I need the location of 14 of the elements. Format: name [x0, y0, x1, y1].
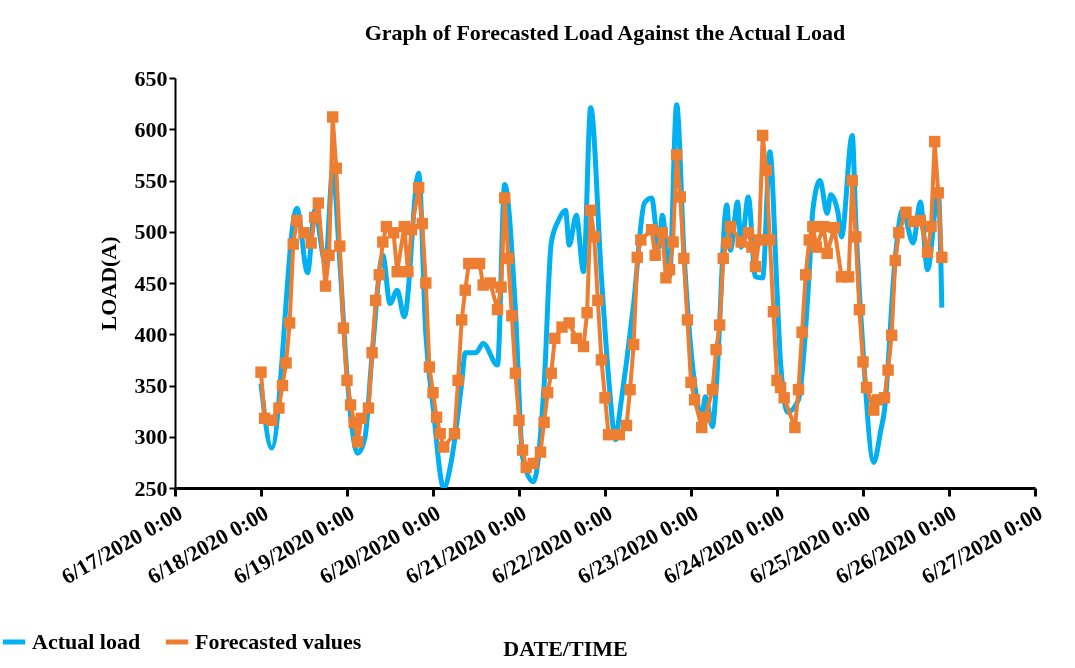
y-tick-label: 650 — [134, 65, 168, 91]
chart-title: Graph of Forecasted Load Against the Actual Load — [364, 20, 846, 45]
y-tick-label: 500 — [134, 219, 168, 245]
x-axis-title: DATE/TIME — [503, 635, 628, 661]
y-tick-label: 300 — [134, 424, 168, 450]
y-tick-label: 250 — [134, 475, 168, 501]
y-tick-label: 400 — [134, 321, 168, 347]
legend-label: Forecasted values — [195, 629, 362, 654]
y-tick-label: 550 — [134, 168, 168, 193]
y-axis-title: LOAD(A) — [95, 236, 121, 331]
y-tick-label: 450 — [134, 270, 168, 296]
legend-label: Actual load — [32, 629, 141, 654]
y-tick-label: 350 — [134, 373, 168, 398]
y-tick-label: 600 — [134, 116, 168, 142]
